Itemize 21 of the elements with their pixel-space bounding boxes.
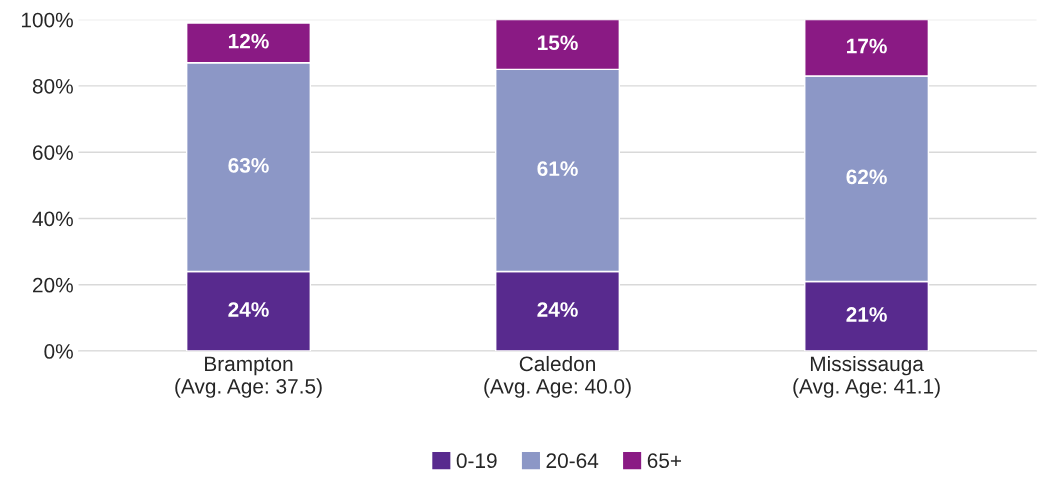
data-label: 24% [228,302,269,317]
x-tick-label: Brampton (Avg. Age: 37.5) [175,356,322,398]
data-label: 24% [537,302,578,317]
data-label: 15% [537,35,578,51]
legend-label: 20-64 [546,453,599,469]
y-tick-label: 0% [44,344,73,359]
y-tick-label: 100% [21,12,73,28]
x-tick-label: Caledon (Avg. Age: 40.0) [484,355,631,398]
data-label: 17% [847,38,887,54]
y-tick-label: 80% [32,78,73,94]
legend-label: 65+ [647,453,682,469]
data-label: 61% [537,161,578,177]
y-tick-label: 20% [33,277,73,293]
data-label: 12% [228,33,269,49]
data-label: 62% [846,169,887,185]
data-label: 21% [846,307,887,322]
data-label: 63% [228,157,269,173]
x-tick-label: Mississauga (Avg. Age: 41.1) [793,355,940,398]
y-tick-label: 40% [32,211,73,227]
y-tick-label: 60% [33,145,73,160]
legend-label: 0-19 [456,453,497,469]
